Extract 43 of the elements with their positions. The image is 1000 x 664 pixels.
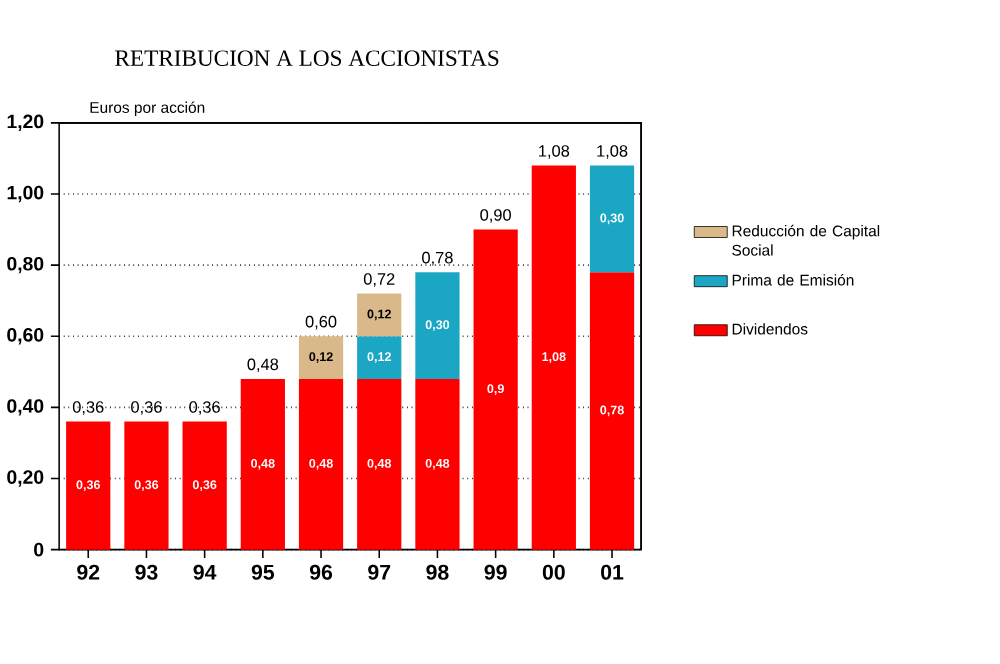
total-label: 0,72 bbox=[363, 273, 395, 288]
bar bbox=[124, 421, 169, 550]
y-tick-label: 0,20 bbox=[7, 470, 44, 488]
x-tick-label: 00 bbox=[542, 565, 565, 581]
total-label: 1,08 bbox=[597, 145, 628, 159]
bar bbox=[531, 165, 576, 550]
chart-title: RETRIBUCION A LOS ACCIONISTAS bbox=[115, 50, 499, 67]
bar bbox=[298, 379, 344, 550]
bar bbox=[357, 336, 402, 380]
total-label: 0,36 bbox=[72, 401, 104, 416]
x-tick-label: 94 bbox=[193, 565, 217, 581]
bar bbox=[589, 272, 635, 550]
x-tick-label: 92 bbox=[77, 565, 100, 581]
bar bbox=[298, 336, 344, 380]
y-tick-label: 0,60 bbox=[7, 328, 44, 345]
y-tick-label: 0,40 bbox=[7, 399, 44, 416]
bar bbox=[66, 421, 111, 550]
x-tick-label: 01 bbox=[601, 565, 624, 581]
x-tick-label: 97 bbox=[368, 565, 391, 581]
bar bbox=[589, 165, 635, 273]
bar bbox=[415, 272, 460, 380]
y-tick-label: 0 bbox=[34, 543, 44, 557]
bar bbox=[357, 379, 402, 550]
y-tick-label: 1,20 bbox=[7, 114, 44, 132]
total-label: 0,90 bbox=[480, 209, 511, 223]
total-label: 0,78 bbox=[422, 252, 453, 266]
bar bbox=[357, 293, 402, 337]
total-label: 0,36 bbox=[189, 401, 220, 416]
total-label: 0,48 bbox=[247, 358, 279, 373]
bar bbox=[415, 379, 460, 550]
total-label: 0,36 bbox=[131, 401, 162, 416]
bar bbox=[182, 421, 227, 550]
bar bbox=[473, 229, 518, 550]
x-tick-label: 96 bbox=[309, 565, 333, 581]
x-tick-label: 98 bbox=[426, 565, 449, 581]
x-tick-label: 93 bbox=[135, 565, 158, 581]
y-tick-label: 0,80 bbox=[7, 257, 44, 274]
x-tick-label: 99 bbox=[484, 565, 507, 581]
bar bbox=[240, 379, 285, 550]
y-tick-label: 1,00 bbox=[7, 186, 44, 203]
total-label: 1,08 bbox=[539, 145, 570, 159]
x-tick-label: 95 bbox=[251, 565, 275, 581]
total-label: 0,60 bbox=[305, 316, 337, 330]
